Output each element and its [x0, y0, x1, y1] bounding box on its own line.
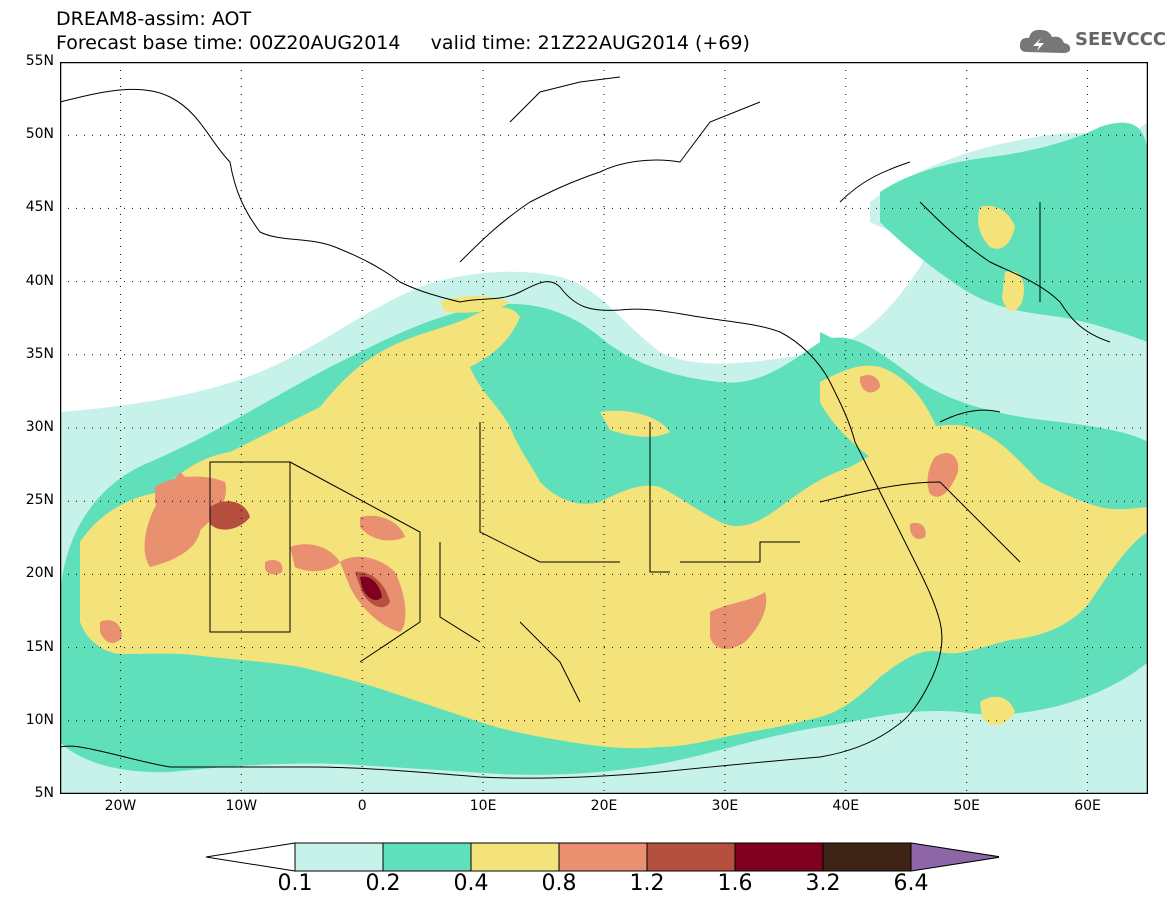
lon-tick-label: 60E	[1074, 798, 1101, 814]
lat-tick-label: 55N	[25, 53, 54, 69]
legend-swatch	[646, 842, 736, 872]
coastlines-and-borders	[60, 76, 1111, 779]
lat-tick-label: 30N	[25, 419, 54, 435]
lat-tick-label: 45N	[25, 199, 54, 216]
lat-tick-label: 20N	[25, 565, 54, 582]
lon-tick-label: 30E	[711, 798, 739, 814]
legend-swatch	[294, 842, 384, 872]
legend-arrow-low	[205, 842, 296, 872]
legend-label: 0.8	[541, 871, 577, 896]
legend-label: 1.2	[629, 871, 665, 896]
legend-swatch	[558, 842, 648, 872]
aot-field-0.4	[80, 205, 1148, 749]
lat-tick-label: 10N	[25, 711, 54, 728]
lon-tick-label: 20E	[590, 798, 618, 814]
lat-tick-label: 50N	[25, 126, 54, 143]
lon-tick-label: 10E	[469, 798, 497, 814]
legend-label: 3.2	[805, 871, 841, 896]
lat-tick-label: 5N	[34, 785, 54, 801]
legend-label: 0.1	[277, 871, 313, 896]
legend-label: 0.4	[453, 871, 489, 896]
lat-tick-label: 35N	[25, 345, 54, 362]
color-legend	[205, 842, 999, 872]
legend-swatch	[382, 842, 472, 872]
map-frame	[60, 62, 1148, 794]
lon-tick-label: 50E	[953, 798, 980, 814]
legend-arrow-high	[910, 842, 999, 872]
seevccc-logo: SEEVCCC	[1017, 24, 1165, 58]
lon-tick-label: 20W	[104, 798, 137, 814]
aot-field-1.6	[360, 576, 382, 601]
legend-swatch	[822, 842, 912, 872]
legend-swatch	[734, 842, 824, 872]
lon-tick-label: 10W	[225, 798, 258, 814]
legend-label: 6.4	[893, 871, 929, 896]
lat-tick-label: 15N	[25, 638, 54, 655]
lat-tick-label: 40N	[25, 272, 54, 289]
forecast-time-line: Forecast base time: 00Z20AUG2014 valid t…	[56, 32, 750, 54]
lon-tick-label: 0	[357, 798, 367, 814]
aot-map	[60, 62, 1148, 794]
lat-tick-label: 25N	[25, 492, 54, 509]
chart-title: DREAM8-assim: AOT	[56, 8, 252, 30]
lon-tick-label: 40E	[832, 798, 860, 814]
legend-swatch	[470, 842, 560, 872]
cloud-icon	[1019, 29, 1071, 53]
logo-text: SEEVCCC	[1075, 29, 1165, 50]
legend-label: 1.6	[717, 871, 753, 896]
graticule	[60, 62, 1148, 794]
legend-label: 0.2	[365, 871, 401, 896]
map-canvas	[60, 62, 1148, 794]
